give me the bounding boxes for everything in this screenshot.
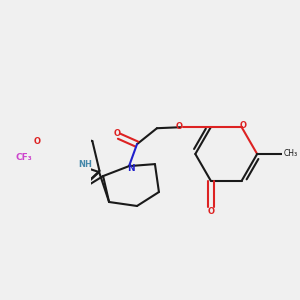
Text: N: N xyxy=(127,164,135,172)
Text: NH: NH xyxy=(78,160,92,169)
Text: CF₃: CF₃ xyxy=(16,153,32,162)
Text: O: O xyxy=(239,121,246,130)
Text: O: O xyxy=(34,137,41,146)
Text: O: O xyxy=(114,129,121,138)
Text: CH₃: CH₃ xyxy=(284,149,298,158)
Text: O: O xyxy=(176,122,183,131)
Text: O: O xyxy=(207,207,214,216)
